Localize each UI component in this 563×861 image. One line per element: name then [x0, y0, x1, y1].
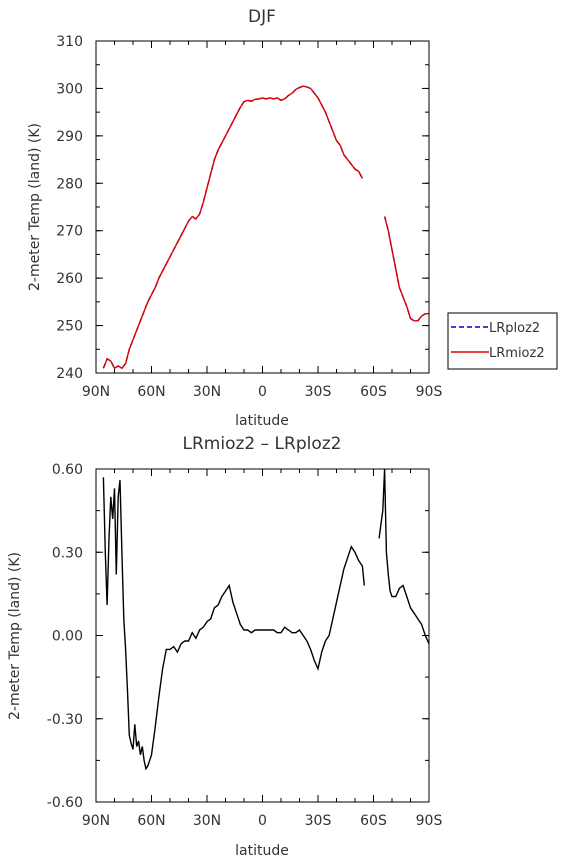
top-series-line-lrmioz2 [102, 85, 364, 370]
bottom-x-tick-label: 30S [305, 813, 332, 829]
top-x-tick-label: 60S [360, 384, 387, 400]
legend: LRploz2 LRmioz2 [447, 312, 558, 370]
top-y-tick-label: 310 [56, 34, 83, 50]
top-y-tick-label: 250 [56, 319, 83, 335]
bottom-x-tick-label: 60N [137, 813, 165, 829]
bottom-x-tick-label: 0 [258, 813, 267, 829]
top-y-tick-label: 300 [56, 81, 83, 97]
top-panel: DJF 90N 60N 30N 0 30S 60S 90S 240 250 260 270 280 29… [27, 7, 558, 429]
bottom-chart-title: LRmioz2 – LRploz2 [183, 434, 342, 454]
bottom-series-lines [102, 468, 430, 771]
top-chart-title: DJF [248, 7, 276, 27]
top-y-tick-label: 290 [56, 129, 83, 145]
bottom-y-axis-label: 2-meter Temp (land) (K) [7, 552, 23, 720]
top-x-tick-label: 90N [82, 384, 110, 400]
top-x-axis-label: latitude [235, 413, 289, 429]
bottom-x-tick-label: 90S [416, 813, 443, 829]
legend-box [447, 312, 558, 370]
bottom-series-line-diff [378, 468, 430, 645]
bottom-x-tick-label: 30N [193, 813, 221, 829]
top-x-tick-label: 60N [137, 384, 165, 400]
top-series-line-lrploz2 [102, 85, 364, 370]
bottom-y-tick-label: -0.60 [47, 795, 83, 811]
legend-label-lrmioz2: LRmioz2 [489, 346, 545, 361]
bottom-x-tick-label: 90N [82, 813, 110, 829]
top-x-tick-label: 0 [258, 384, 267, 400]
bottom-y-tick-label: -0.30 [47, 712, 83, 728]
bottom-y-tick-label: 0.30 [52, 545, 83, 561]
top-y-axis-label: 2-meter Temp (land) (K) [27, 123, 43, 291]
top-y-tick-label: 270 [56, 224, 83, 240]
top-series-line-lrmioz2 [383, 216, 429, 322]
top-x-tick-label: 90S [416, 384, 443, 400]
top-series-lines [102, 85, 429, 370]
top-x-tick-label: 30N [193, 384, 221, 400]
bottom-y-tick-label: 0.00 [52, 629, 83, 645]
top-y-tick-label: 280 [56, 176, 83, 192]
top-x-tick-label: 30S [305, 384, 332, 400]
top-y-tick-label: 260 [56, 271, 83, 287]
bottom-x-tick-label: 60S [360, 813, 387, 829]
bottom-x-axis-label: latitude [235, 843, 289, 859]
bottom-series-line-diff [102, 477, 365, 771]
bottom-plot-frame [95, 468, 430, 803]
bottom-panel: LRmioz2 – LRploz2 90N 60N 30N 0 30S 60S 90S -0.… [7, 434, 442, 859]
bottom-y-tick-label: 0.60 [52, 462, 83, 478]
top-y-tick-label: 240 [56, 366, 83, 382]
top-plot-frame [95, 40, 430, 374]
legend-label-lrploz2: LRploz2 [489, 321, 540, 336]
